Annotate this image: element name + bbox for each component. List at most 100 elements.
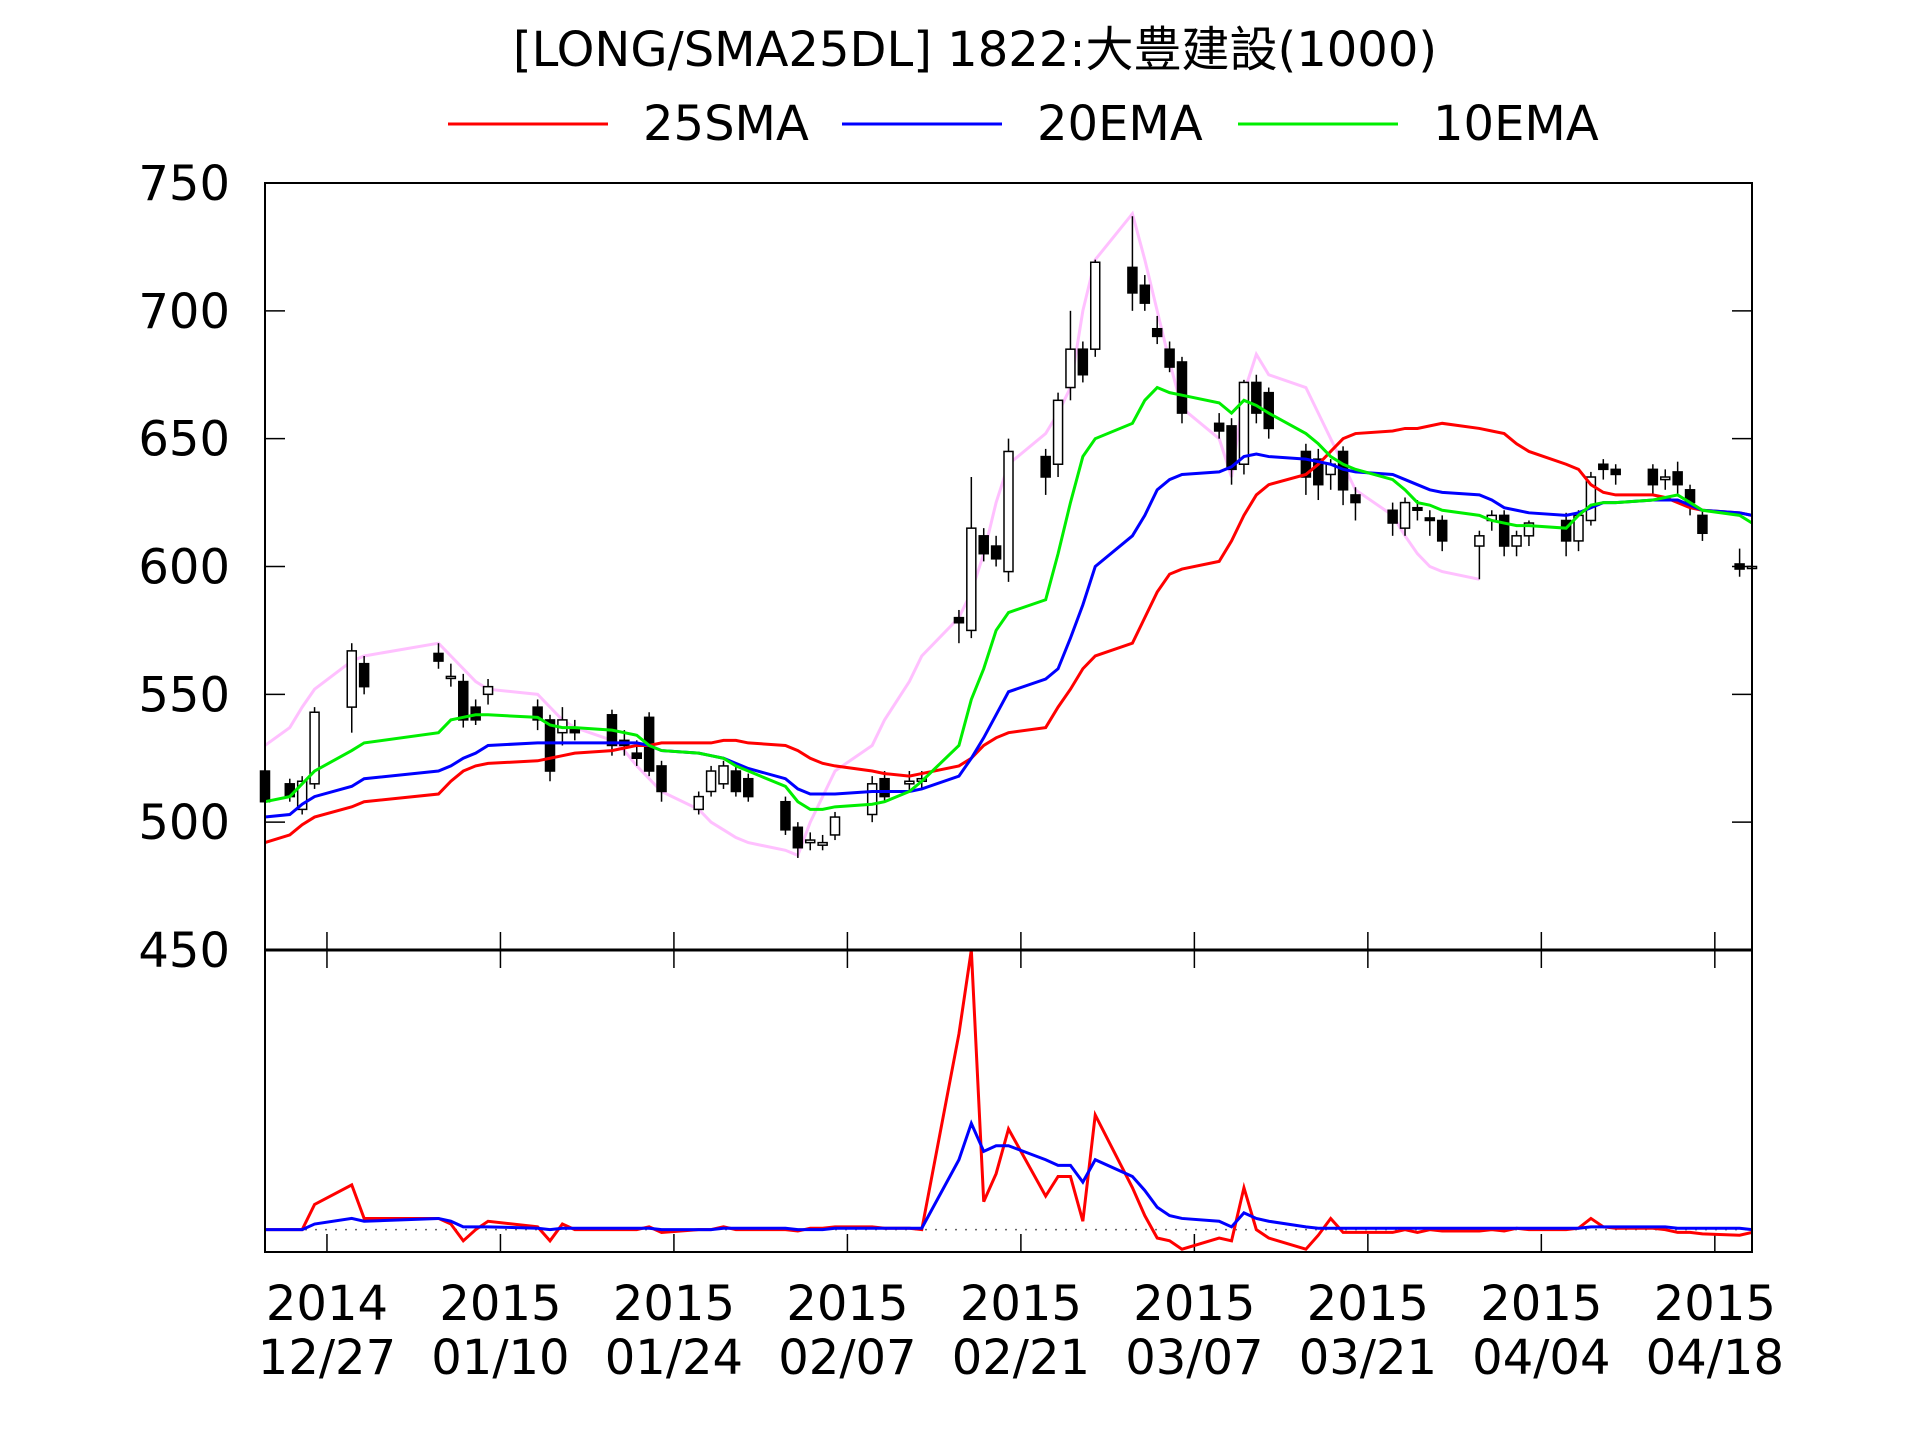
candlestick (1672, 461, 1683, 495)
candle-body-down (1300, 450, 1312, 478)
candlestick (829, 811, 841, 841)
candlestick (1697, 510, 1708, 541)
candle-body-down (1498, 514, 1510, 547)
candle-body-down (1164, 348, 1175, 368)
candlestick (1337, 446, 1349, 506)
candle-body-down (656, 765, 667, 793)
x-tick-year: 2015 (1480, 1276, 1602, 1332)
candle-body-up (1523, 522, 1535, 537)
x-tick-year: 2015 (1307, 1276, 1429, 1332)
candlestick (1560, 512, 1572, 557)
candle-body-down (1734, 563, 1745, 570)
y-tick-label: 500 (138, 795, 230, 851)
x-tick-date: 01/10 (431, 1330, 569, 1386)
y-tick-label: 550 (138, 667, 230, 723)
axes: 450 500 550 600 650 700 750 (138, 156, 1752, 1252)
candle-body-down (978, 535, 989, 555)
x-tick-year: 2015 (786, 1276, 908, 1332)
x-tick-date: 04/18 (1646, 1330, 1784, 1386)
candle-body-up (482, 685, 494, 696)
candlestick (1226, 418, 1237, 485)
candlestick (1647, 464, 1659, 495)
candlestick (1003, 438, 1014, 582)
candlestick (879, 771, 890, 802)
candle-body-up (829, 816, 841, 836)
candlestick (569, 719, 581, 741)
candle-body-up (904, 780, 915, 785)
candle-body-down (358, 662, 370, 688)
legend: 25SMA 20EMA 10EMA (448, 96, 1599, 152)
x-axis-labels: 201412/27201501/10201501/24201502/072015… (258, 1276, 1784, 1386)
candlestick (904, 771, 915, 792)
x-tick-year: 2014 (266, 1276, 388, 1332)
y-tick-label: 600 (138, 540, 230, 596)
candlestick (532, 699, 543, 731)
candlestick (1176, 356, 1188, 424)
candle-body-down (532, 706, 543, 721)
candle-body-down (1139, 284, 1151, 304)
chart-title: [LONG/SMA25DL] 1822:大豊建設(1000) (513, 22, 1437, 78)
candlestick (1498, 510, 1510, 557)
candlestick (804, 832, 816, 851)
candle-body-down (743, 777, 754, 798)
candlestick (1734, 548, 1745, 577)
candle-body-up (718, 765, 729, 785)
candlestick (1065, 310, 1076, 401)
candle-body-up (346, 650, 357, 708)
candlestick (1424, 510, 1436, 536)
candlestick (1399, 497, 1411, 536)
candle-body-down (1424, 517, 1436, 522)
candlestick (1300, 443, 1312, 495)
candlestick (1164, 341, 1175, 373)
candle-body-down (544, 719, 556, 772)
candle-body-up (966, 527, 977, 632)
candle-body-down (1176, 361, 1188, 414)
candle-body-down (1213, 422, 1225, 432)
candle-body-down (1610, 468, 1621, 476)
candle-body-up (866, 783, 878, 816)
candlestick (433, 643, 444, 669)
y-tick-label: 750 (138, 156, 230, 212)
candlestick (1585, 471, 1597, 526)
legend-label-25sma: 25SMA (643, 96, 809, 152)
candlestick (1511, 530, 1522, 557)
candle-body-up (1089, 261, 1101, 350)
lower-panel (265, 949, 1753, 1251)
candle-body-down (780, 800, 791, 831)
x-tick-date: 04/04 (1472, 1330, 1610, 1386)
candle-body-up (1238, 381, 1250, 465)
x-tick-year: 2015 (1654, 1276, 1776, 1332)
candle-body-down (1412, 506, 1423, 512)
series-20ema (264, 452, 1753, 819)
candle-body-down (1672, 471, 1683, 486)
candlestick (445, 663, 457, 687)
candle-body-down (1040, 455, 1051, 478)
candle-body-down (1350, 494, 1361, 504)
candle-body-down (990, 545, 1002, 560)
candlestick (1127, 216, 1138, 311)
candlestick (1313, 448, 1324, 501)
candlestick (1089, 259, 1101, 357)
lower-series-20ema (265, 1119, 1753, 1232)
candlestick (1052, 392, 1064, 478)
candle-body-up (1660, 476, 1671, 481)
candlestick (1251, 374, 1262, 424)
legend-label-20ema: 20EMA (1037, 96, 1203, 152)
candlestick (953, 609, 965, 644)
x-tick-year: 2015 (1133, 1276, 1255, 1332)
x-tick-year: 2015 (613, 1276, 735, 1332)
candle-body-up (705, 770, 717, 793)
candlestick (309, 707, 320, 789)
candle-body-down (433, 652, 444, 662)
candle-body-down (1387, 509, 1398, 524)
candle-body-down (953, 616, 965, 624)
candlestick (656, 760, 667, 802)
candle-body-down (1697, 514, 1708, 535)
candlestick (780, 796, 791, 835)
x-tick-date: 02/21 (952, 1330, 1090, 1386)
candlestick (1040, 448, 1051, 495)
series-25sma (264, 421, 1753, 845)
overlay-line (264, 210, 1480, 858)
candle-body-down (792, 826, 804, 849)
